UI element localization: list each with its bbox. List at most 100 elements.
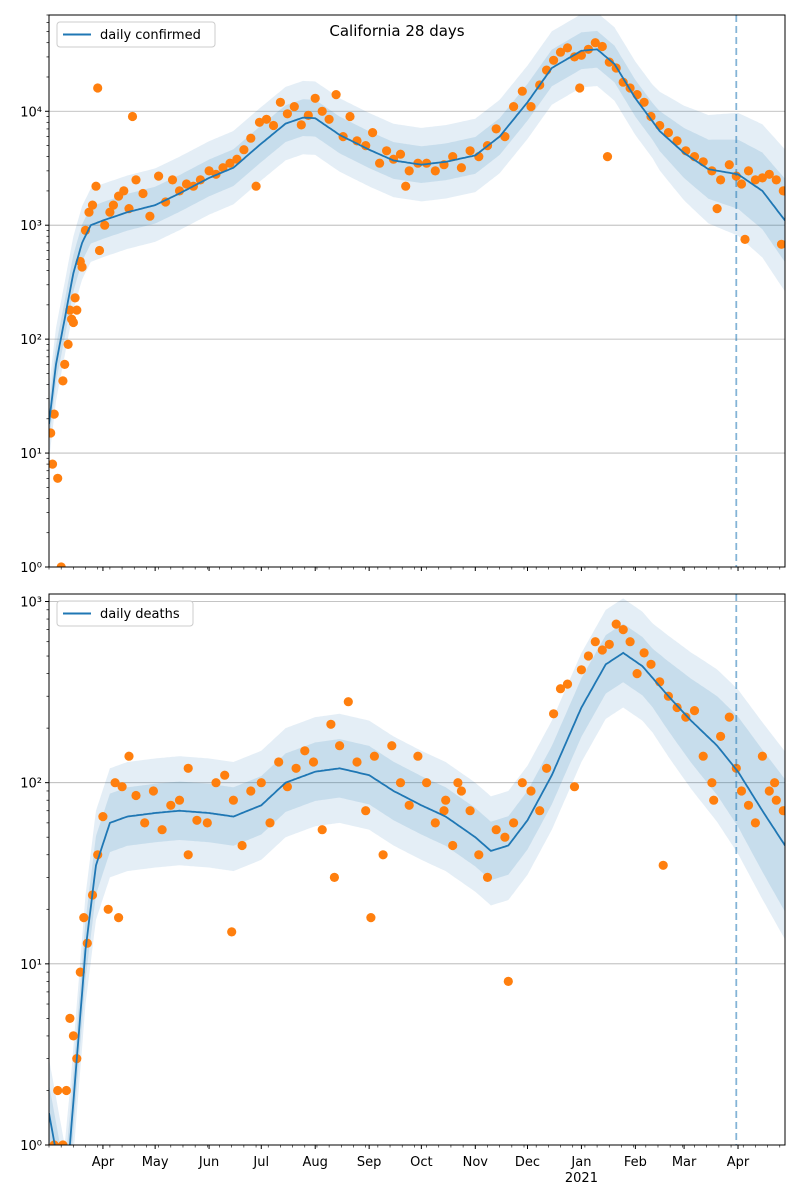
observed-point: [131, 790, 141, 801]
observed-point: [282, 109, 292, 119]
observed-point: [508, 818, 519, 828]
observed-point: [103, 904, 113, 914]
legend-box: [56, 600, 194, 627]
observed-point: [743, 800, 754, 810]
observed-point: [562, 679, 573, 689]
observed-point: [740, 234, 750, 244]
y-tick-label: 10⁰: [20, 561, 42, 576]
observed-point: [166, 800, 176, 810]
figure-title: California 28 days: [329, 22, 464, 40]
x-tick-label: Aug: [303, 1155, 328, 1170]
observed-point: [369, 751, 379, 761]
observed-point: [562, 43, 573, 53]
observed-point: [72, 305, 82, 315]
observed-point: [77, 262, 87, 272]
observed-point: [326, 719, 336, 729]
observed-point: [639, 648, 649, 658]
observed-point: [453, 778, 463, 788]
observed-point: [576, 665, 587, 675]
observed-point: [672, 702, 682, 713]
observed-point: [771, 175, 781, 185]
observed-point: [736, 786, 747, 796]
observed-point: [555, 47, 566, 57]
observed-point: [368, 128, 378, 138]
observed-point: [698, 751, 708, 761]
observed-point: [183, 763, 193, 773]
observed-point: [317, 106, 327, 116]
y-tick-label: 10⁰: [20, 1139, 42, 1154]
observed-point: [343, 697, 353, 707]
y-tick-label: 10³: [20, 219, 42, 234]
observed-point: [439, 806, 449, 816]
observed-point: [317, 825, 327, 835]
observed-point: [140, 818, 150, 828]
legend: daily confirmed: [56, 21, 216, 48]
x-tick-label: Jun: [198, 1155, 219, 1170]
observed-point: [404, 166, 414, 176]
observed-point: [65, 1013, 75, 1024]
observed-point: [764, 786, 774, 796]
observed-point: [183, 850, 193, 860]
x-tick-label: Jan: [570, 1155, 591, 1170]
observed-point: [542, 763, 552, 773]
observed-point: [535, 806, 545, 816]
observed-point: [422, 778, 432, 788]
observed-point: [757, 173, 768, 183]
observed-point: [232, 154, 242, 164]
observed-point: [61, 1085, 71, 1096]
observed-point: [776, 239, 785, 249]
observed-point: [382, 146, 392, 156]
observed-point: [157, 825, 167, 835]
observed-point: [127, 111, 138, 122]
observed-point: [441, 795, 451, 805]
x-tick-label: Sep: [357, 1155, 382, 1170]
observed-point: [549, 709, 559, 719]
observed-point: [275, 97, 285, 107]
observed-point: [569, 782, 580, 792]
observed-point: [211, 778, 221, 788]
observed-point: [404, 800, 414, 810]
observed-point: [378, 850, 388, 860]
observed-point: [555, 684, 566, 694]
observed-point: [736, 179, 747, 189]
observed-point: [590, 637, 600, 647]
observed-point: [300, 746, 310, 756]
observed-point: [239, 145, 249, 155]
observed-point: [296, 120, 306, 130]
observed-point: [227, 927, 237, 937]
observed-point: [68, 1031, 78, 1041]
x-tick-label: Feb: [624, 1155, 647, 1170]
observed-point: [413, 751, 423, 761]
observed-point: [658, 860, 668, 870]
observed-point: [672, 136, 682, 146]
observed-point: [663, 128, 674, 138]
observed-point: [225, 158, 235, 168]
observed-point: [526, 786, 536, 796]
observed-point: [646, 111, 656, 122]
panel-daily-deaths: 10⁰ 10¹ 10² 10³ daily deaths: [20, 593, 786, 1154]
plot-area: [49, 15, 785, 567]
observed-point: [611, 619, 621, 629]
observed-point: [274, 757, 284, 767]
observed-point: [352, 757, 362, 767]
observed-point: [202, 818, 212, 828]
observed-point: [53, 1085, 63, 1096]
observed-point: [119, 186, 129, 196]
observed-point: [148, 786, 158, 796]
x-tick-label: Jul: [252, 1155, 269, 1170]
observed-point: [49, 459, 58, 469]
observed-point: [583, 651, 594, 661]
observed-point: [750, 818, 761, 828]
observed-point: [500, 832, 510, 842]
observed-point: [724, 712, 734, 722]
observed-point: [192, 815, 202, 825]
observed-point: [204, 166, 214, 176]
observed-point: [724, 160, 734, 170]
observed-point: [110, 778, 120, 788]
observed-point: [100, 220, 110, 230]
model-line: [49, 48, 785, 425]
legend-box: [56, 21, 216, 48]
observed-point: [569, 52, 580, 62]
observed-point: [604, 57, 614, 67]
observed-point: [465, 806, 475, 816]
